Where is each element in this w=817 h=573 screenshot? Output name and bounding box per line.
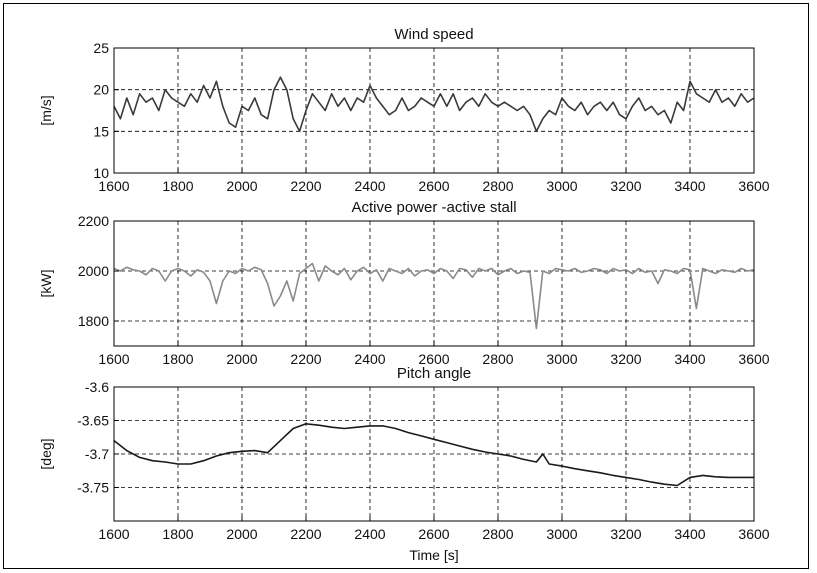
x-tick-label: 1800 [162, 526, 193, 542]
chart-title: Pitch angle [397, 365, 471, 382]
figure-frame: 1600 1800 2000 2200 2400 2600 2800 3000 3200 3400… [3, 3, 809, 569]
x-tick-label: 1800 [162, 351, 193, 367]
x-tick-label: 2600 [418, 178, 449, 194]
chart-figure: 1600 1800 2000 2200 2400 2600 2800 3000 3200 3400… [38, 26, 770, 563]
y-tick-label: 2200 [78, 213, 109, 229]
x-tick-label: 1800 [162, 178, 193, 194]
x-tick-label: 3200 [610, 178, 641, 194]
y-tick-label: 10 [93, 165, 109, 181]
x-tick-label: 2200 [290, 351, 321, 367]
y-tick-label: 2000 [78, 263, 109, 279]
x-tick-label: 3200 [610, 351, 641, 367]
x-tick-label: 2600 [418, 351, 449, 367]
x-tick-label: 2400 [354, 178, 385, 194]
x-tick-label: 3400 [674, 526, 705, 542]
x-tick-label: 2200 [290, 526, 321, 542]
x-tick-label: 3600 [738, 351, 769, 367]
x-tick-label: 2600 [418, 526, 449, 542]
panel-1: 1600 1800 2000 2200 2400 2600 2800 3000 3200 3400… [38, 26, 770, 194]
series-line [113, 262, 755, 330]
x-axis-label: Time [s] [409, 547, 458, 563]
x-tick-label: 1600 [98, 351, 129, 367]
x-tick-label: 2000 [226, 526, 257, 542]
y-axis-label: [m/s] [38, 95, 54, 125]
panel-3: 1600 1800 2000 2200 2400 2600 2800 3000 3200 3400… [38, 365, 770, 563]
y-tick-label: 15 [93, 123, 109, 139]
panel-2: 1600 1800 2000 2200 2400 2600 2800 3000 3200 3400… [38, 199, 770, 367]
x-tick-label: 3400 [674, 178, 705, 194]
x-tick-label: 2000 [226, 178, 257, 194]
y-tick-label: 25 [93, 40, 109, 56]
x-tick-label: 1600 [98, 526, 129, 542]
y-tick-label: -3.65 [77, 413, 109, 429]
y-tick-label: -3.75 [77, 480, 109, 496]
chart-title: Wind speed [394, 26, 473, 43]
y-tick-label: 1800 [78, 313, 109, 329]
x-tick-label: 2400 [354, 526, 385, 542]
x-tick-label: 2800 [482, 351, 513, 367]
chart-title: Active power -active stall [351, 199, 516, 216]
y-axis-label: [kW] [38, 270, 54, 298]
y-tick-label: 20 [93, 82, 109, 98]
x-tick-label: 3000 [546, 526, 577, 542]
x-tick-label: 3600 [738, 526, 769, 542]
x-tick-label: 2000 [226, 351, 257, 367]
y-axis-label: [deg] [38, 438, 54, 469]
x-tick-label: 2800 [482, 178, 513, 194]
x-tick-label: 2200 [290, 178, 321, 194]
x-tick-label: 1600 [98, 178, 129, 194]
series-line [113, 422, 754, 487]
x-tick-label: 2400 [354, 351, 385, 367]
y-tick-label: -3.6 [85, 379, 109, 395]
x-tick-label: 3000 [546, 178, 577, 194]
x-tick-label: 3200 [610, 526, 641, 542]
y-tick-label: -3.7 [85, 446, 109, 462]
x-tick-label: 3400 [674, 351, 705, 367]
x-tick-label: 3000 [546, 351, 577, 367]
x-tick-label: 3600 [738, 178, 769, 194]
series-line [113, 76, 755, 133]
x-tick-label: 2800 [482, 526, 513, 542]
